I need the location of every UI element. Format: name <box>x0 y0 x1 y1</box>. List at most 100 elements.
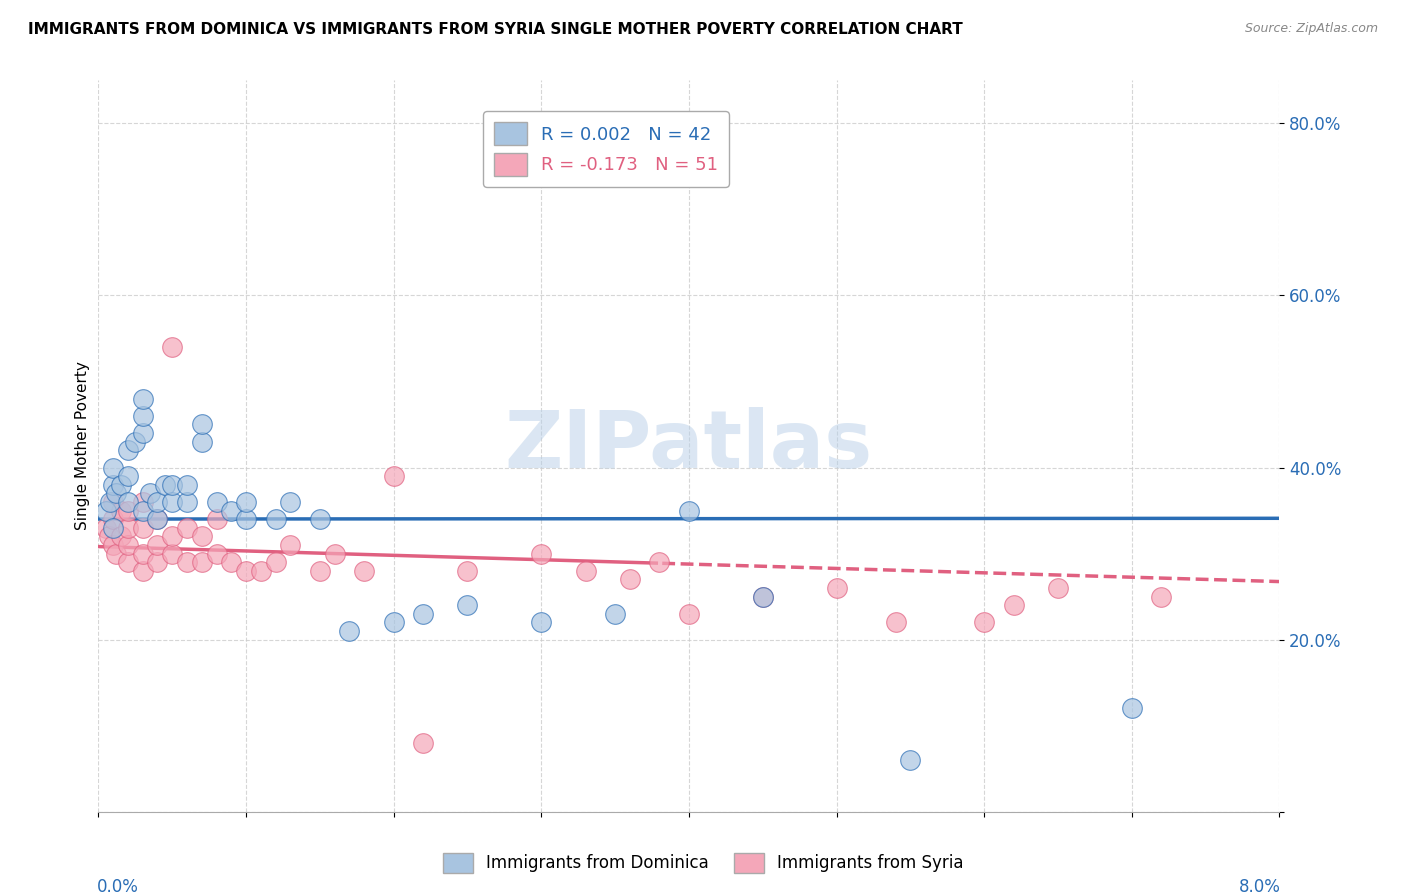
Point <box>412 736 434 750</box>
Point <box>162 495 183 509</box>
Point <box>191 529 214 543</box>
Text: 0.0%: 0.0% <box>97 878 139 892</box>
Point <box>235 564 257 578</box>
Point <box>530 547 553 561</box>
Point <box>105 547 128 561</box>
Point <box>124 434 146 449</box>
Point <box>176 555 198 569</box>
Point <box>94 503 117 517</box>
Point <box>648 555 671 569</box>
Point <box>110 503 132 517</box>
Point <box>117 538 139 552</box>
Point <box>1150 590 1173 604</box>
Point <box>884 615 907 630</box>
Point <box>1002 598 1025 612</box>
Point <box>250 564 273 578</box>
Text: Source: ZipAtlas.com: Source: ZipAtlas.com <box>1244 22 1378 36</box>
Point <box>139 486 162 500</box>
Point <box>308 564 332 578</box>
Point <box>117 521 139 535</box>
Point <box>146 538 169 552</box>
Text: 8.0%: 8.0% <box>1239 878 1281 892</box>
Legend: R = 0.002   N = 42, R = -0.173   N = 51: R = 0.002 N = 42, R = -0.173 N = 51 <box>484 112 730 186</box>
Point <box>162 340 183 354</box>
Point <box>117 495 139 509</box>
Point <box>162 547 183 561</box>
Point <box>103 460 124 475</box>
Point <box>132 547 155 561</box>
Point <box>530 615 553 630</box>
Point <box>605 607 627 621</box>
Y-axis label: Single Mother Poverty: Single Mother Poverty <box>75 361 90 531</box>
Point <box>132 521 155 535</box>
Point <box>110 477 132 491</box>
Point <box>751 590 773 604</box>
Point <box>110 529 132 543</box>
Point <box>97 529 120 543</box>
Point <box>146 512 169 526</box>
Point <box>132 426 155 441</box>
Point <box>264 555 287 569</box>
Point <box>205 495 228 509</box>
Point <box>235 495 257 509</box>
Point <box>619 573 641 587</box>
Point <box>323 547 346 561</box>
Point <box>176 521 198 535</box>
Point <box>132 392 155 406</box>
Point <box>1121 701 1143 715</box>
Point <box>456 598 478 612</box>
Point <box>308 512 332 526</box>
Point <box>382 469 405 483</box>
Point <box>132 409 155 423</box>
Point <box>117 443 139 458</box>
Point <box>103 538 124 552</box>
Point <box>205 547 228 561</box>
Point <box>205 512 228 526</box>
Point <box>751 590 773 604</box>
Point <box>103 521 124 535</box>
Point <box>103 495 124 509</box>
Point <box>678 503 700 517</box>
Point <box>132 495 155 509</box>
Point <box>1046 581 1069 595</box>
Point <box>94 521 117 535</box>
Point <box>412 607 434 621</box>
Point <box>146 495 169 509</box>
Point <box>973 615 995 630</box>
Point <box>456 564 478 578</box>
Point <box>117 503 139 517</box>
Point <box>278 538 301 552</box>
Point <box>898 753 921 767</box>
Text: ZIPatlas: ZIPatlas <box>505 407 873 485</box>
Point <box>162 529 183 543</box>
Point <box>146 555 169 569</box>
Point <box>264 512 287 526</box>
Point <box>103 477 124 491</box>
Point <box>219 503 242 517</box>
Point <box>105 486 128 500</box>
Point <box>382 615 405 630</box>
Point <box>235 512 257 526</box>
Point <box>191 555 214 569</box>
Point <box>117 555 139 569</box>
Point <box>117 469 139 483</box>
Text: IMMIGRANTS FROM DOMINICA VS IMMIGRANTS FROM SYRIA SINGLE MOTHER POVERTY CORRELAT: IMMIGRANTS FROM DOMINICA VS IMMIGRANTS F… <box>28 22 963 37</box>
Point <box>678 607 700 621</box>
Point <box>132 564 155 578</box>
Point <box>191 434 214 449</box>
Point <box>146 512 169 526</box>
Point <box>162 477 183 491</box>
Point <box>176 477 198 491</box>
Point <box>353 564 375 578</box>
Point <box>574 564 596 578</box>
Point <box>337 624 360 638</box>
Point <box>103 512 124 526</box>
Point <box>98 495 121 509</box>
Point <box>219 555 242 569</box>
Point <box>176 495 198 509</box>
Point <box>825 581 848 595</box>
Point <box>132 503 155 517</box>
Legend: Immigrants from Dominica, Immigrants from Syria: Immigrants from Dominica, Immigrants fro… <box>436 847 970 880</box>
Point <box>278 495 301 509</box>
Point <box>153 477 176 491</box>
